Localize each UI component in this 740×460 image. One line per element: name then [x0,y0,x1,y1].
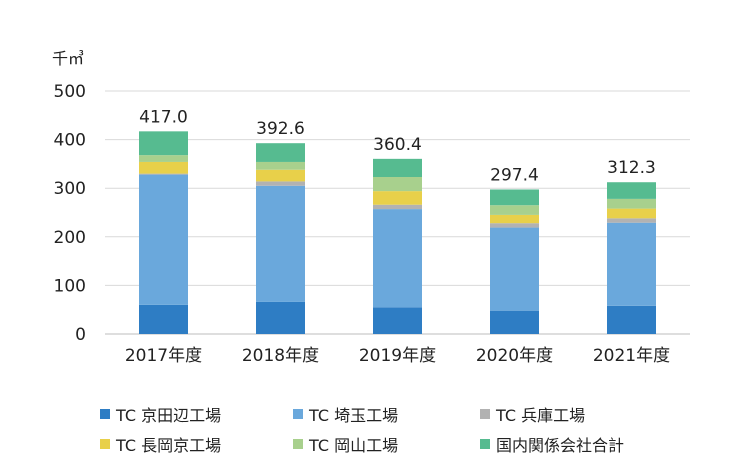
bar-segment-1 [607,305,656,334]
bar-segment-4 [373,191,422,205]
bar-segment-6 [607,182,656,199]
bars [139,131,656,334]
legend-item: TC 長岡京工場 [100,432,221,456]
total-label: 297.4 [490,165,539,185]
bar-segment-5 [256,161,305,170]
x-tick-label: 2019年度 [359,346,436,366]
bar-segment-6 [373,158,422,178]
x-tick-label: 2021年度 [593,346,670,366]
total-labels: 417.0 392.6 360.4 297.4 312.3 [139,107,656,185]
y-axis-tick-labels: 0 100 200 300 400 500 [54,82,86,345]
legend-swatch [293,409,303,419]
bar-segment-6 [490,189,539,206]
bar-segment-3 [373,204,422,210]
x-tick-label: 2017年度 [125,346,202,366]
legend-label: TC 長岡京工場 [116,436,222,455]
legend-label: TC 兵庫工場 [496,406,586,425]
bar-segment-1 [139,304,188,334]
x-axis-tick-labels: 2017年度 2018年度 2019年度 2020年度 2021年度 [125,346,670,366]
bar-segment-2 [490,227,539,311]
total-label: 392.6 [256,119,305,139]
x-tick-label: 2018年度 [242,346,319,366]
bar-segment-2 [607,222,656,306]
bar-segment-3 [139,173,188,175]
legend-swatch [293,439,303,449]
legend-item: TC 岡山工場 [293,432,398,456]
legend-label: TC 岡山工場 [309,436,399,455]
bar-segment-2 [256,185,305,302]
y-tick-label: 0 [75,325,86,345]
total-label: 312.3 [607,158,656,178]
bar-segment-6 [139,131,188,156]
bar-segment-5 [490,205,539,215]
legend-item: TC 京田辺工場 [100,402,221,426]
bar-segment-6 [256,143,305,162]
legend-label: TC 埼玉工場 [309,406,399,425]
bar-segment-4 [139,161,188,174]
bar-segment-2 [139,174,188,305]
bar-segment-3 [256,181,305,186]
legend-swatch [100,439,110,449]
bar-segment-3 [607,218,656,223]
total-label: 417.0 [139,107,188,127]
y-tick-label: 200 [54,228,86,248]
bar-segment-5 [373,177,422,192]
legend-swatch [480,439,490,449]
bar-segment-4 [256,169,305,182]
legend-item: TC 埼玉工場 [293,402,398,426]
legend-label: 国内関係会社合計 [496,436,625,455]
y-tick-label: 300 [54,179,86,199]
bar-segment-1 [490,310,539,334]
bar-segment-5 [607,198,656,209]
bar-segment-4 [607,208,656,219]
y-tick-label: 100 [54,276,86,296]
bar-segment-4 [490,214,539,224]
y-axis-unit-label: 千㎥ [52,49,84,68]
legend-item: 国内関係会社合計 [480,432,624,456]
total-label: 360.4 [373,135,422,155]
y-tick-label: 400 [54,131,86,151]
legend-swatch [100,409,110,419]
bar-segment-1 [256,301,305,334]
x-tick-label: 2020年度 [476,346,553,366]
bar-segment-2 [373,209,422,308]
legend-swatch [480,409,490,419]
y-tick-label: 500 [54,82,86,102]
bar-segment-1 [373,307,422,334]
bar-segment-3 [490,223,539,228]
legend-item: TC 兵庫工場 [480,402,585,426]
bar-segment-5 [139,155,188,162]
legend-label: TC 京田辺工場 [116,406,222,425]
